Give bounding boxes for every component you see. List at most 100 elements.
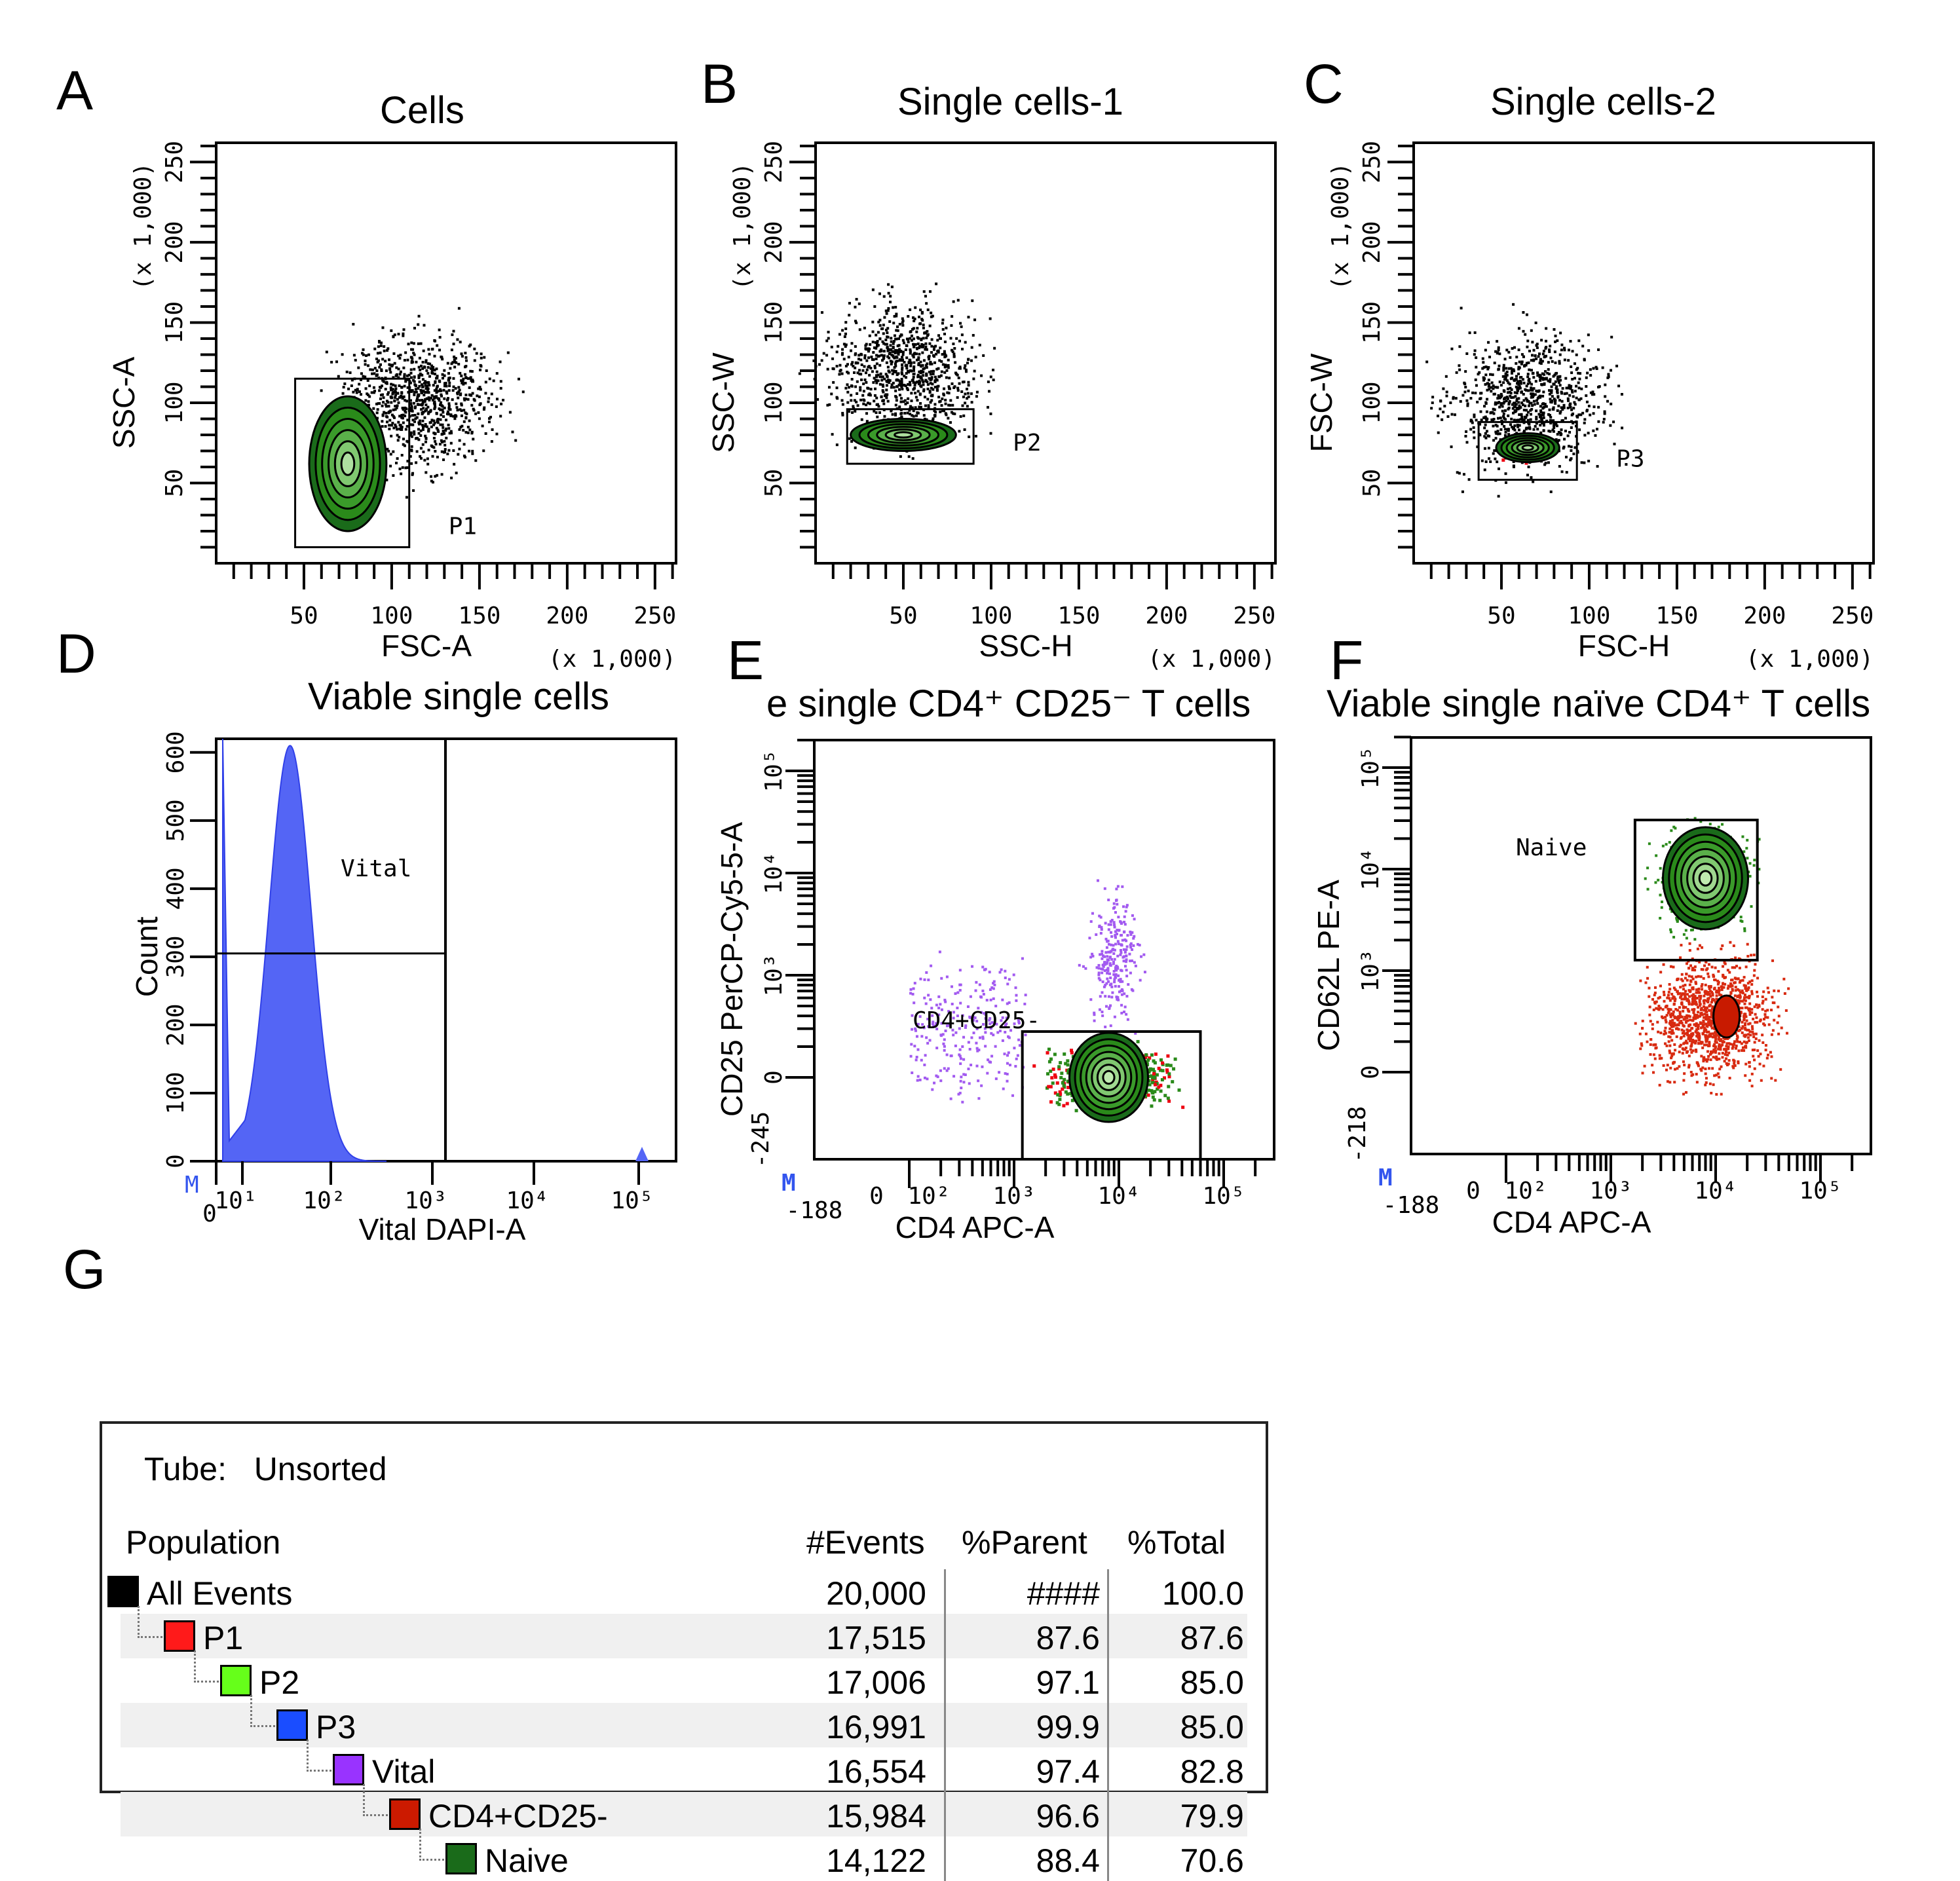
event-dot	[1015, 986, 1017, 989]
y-tick-label: 600	[162, 731, 189, 773]
event-dot	[964, 1073, 967, 1076]
event-dot	[987, 1058, 989, 1061]
event-dot	[916, 1035, 918, 1038]
event-dot	[946, 1070, 949, 1072]
event-dot	[962, 1081, 965, 1083]
event-dot	[970, 996, 972, 998]
event-dot	[989, 988, 992, 991]
event-dot	[989, 971, 991, 973]
event-dot	[913, 1045, 916, 1047]
event-dot	[929, 998, 932, 1001]
event-dot	[913, 987, 915, 990]
event-dot	[975, 1042, 977, 1045]
event-dot	[943, 1045, 946, 1048]
event-dot	[935, 1047, 938, 1049]
event-dot	[924, 1077, 926, 1079]
event-dot	[1023, 1003, 1026, 1005]
event-dot	[983, 969, 986, 971]
event-dot	[1017, 1039, 1020, 1041]
event-dot	[1008, 1036, 1011, 1039]
event-dot	[946, 1053, 949, 1056]
event-dot	[919, 1079, 922, 1081]
y-tick-label: 400	[162, 867, 189, 910]
event-dot	[920, 1035, 923, 1037]
event-dot	[923, 978, 926, 981]
event-dot	[992, 997, 995, 1000]
event-dot	[1021, 958, 1024, 960]
event-dot	[961, 1101, 964, 1104]
event-dot	[926, 1077, 928, 1080]
event-dot	[927, 978, 930, 981]
event-dot	[910, 1055, 913, 1058]
event-dot	[1015, 1058, 1018, 1060]
event-dot	[959, 1049, 962, 1051]
event-dot	[1004, 970, 1006, 973]
event-dot	[959, 989, 962, 992]
event-dot	[999, 971, 1002, 974]
event-dot	[1013, 973, 1015, 976]
event-dot	[992, 987, 995, 990]
event-dot	[925, 971, 928, 974]
event-dot	[916, 1079, 919, 1082]
event-dot	[995, 1077, 998, 1080]
y-tick-label: 500	[162, 799, 189, 842]
event-dot	[1006, 1054, 1009, 1056]
event-dot	[984, 1045, 987, 1047]
event-dot	[1006, 982, 1009, 985]
plot-frame	[814, 740, 1274, 1159]
event-dot	[917, 1075, 920, 1078]
event-dot	[1006, 1062, 1009, 1065]
event-dot	[1014, 1065, 1017, 1068]
event-dot	[990, 999, 992, 1001]
event-dot	[983, 993, 985, 996]
event-dot	[980, 996, 983, 999]
event-dot	[1002, 1039, 1004, 1042]
event-dot	[1000, 969, 1003, 971]
event-dot	[1015, 994, 1017, 997]
event-dot	[979, 983, 981, 986]
marker-m: M	[185, 1172, 199, 1199]
event-dot	[956, 992, 959, 994]
event-dot	[1003, 1052, 1006, 1055]
event-dot	[993, 980, 996, 983]
x-tick-label: 10⁵	[611, 1187, 653, 1214]
event-dot	[952, 1075, 955, 1077]
event-dot	[960, 1057, 962, 1060]
event-dot	[975, 981, 977, 984]
event-dot	[916, 1056, 918, 1058]
event-dot	[939, 950, 941, 953]
event-dot	[926, 1042, 929, 1045]
event-dot	[1025, 994, 1027, 996]
event-dot	[986, 999, 989, 1001]
event-dot	[975, 990, 977, 992]
event-dot	[970, 1036, 973, 1039]
event-dot	[914, 982, 916, 984]
event-dot	[939, 1079, 942, 1082]
event-dot	[930, 965, 932, 967]
event-dot	[977, 1097, 980, 1100]
event-dot	[976, 1065, 979, 1068]
event-dot	[923, 997, 926, 999]
event-dot	[967, 1068, 970, 1070]
x-tick-label: 10³	[404, 1187, 447, 1214]
event-dot	[924, 1054, 927, 1056]
x-tick-label: 10¹	[214, 1187, 257, 1214]
event-dot	[1006, 1080, 1008, 1083]
event-dot	[925, 1036, 928, 1039]
y-tick-label: 300	[162, 935, 189, 978]
event-dot	[943, 999, 946, 1001]
event-dot	[1008, 1051, 1010, 1054]
event-dot	[935, 1004, 938, 1007]
event-dot	[927, 994, 930, 997]
event-dot	[929, 1039, 932, 1041]
event-dot	[942, 1043, 945, 1045]
event-dot	[1008, 978, 1011, 980]
event-dot	[939, 1003, 941, 1005]
event-dot	[909, 992, 912, 995]
event-dot	[939, 1070, 942, 1072]
event-dot	[959, 1092, 962, 1094]
event-dot	[1002, 1087, 1005, 1090]
event-dot	[970, 1064, 972, 1066]
event-dot	[951, 1003, 954, 1005]
